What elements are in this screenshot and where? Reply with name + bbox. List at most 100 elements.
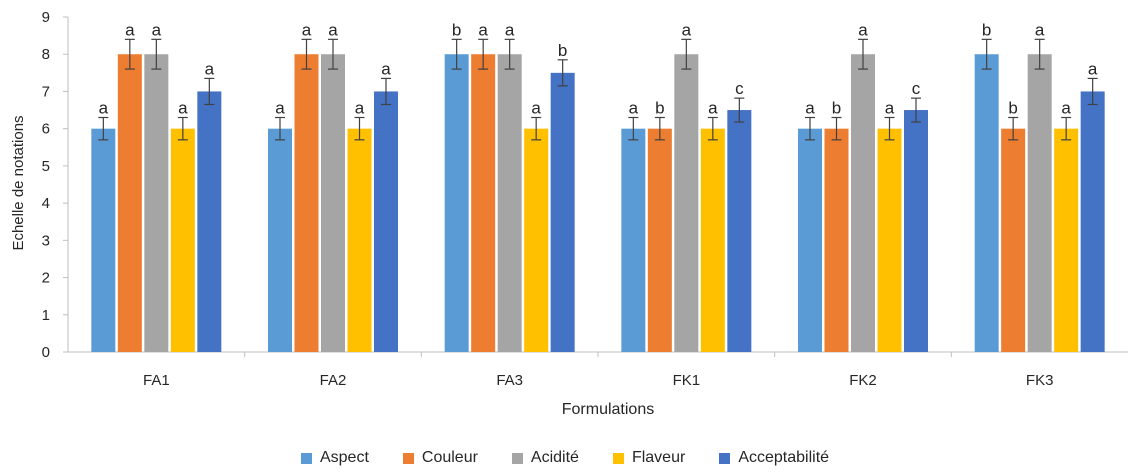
- x-tick-label: FK3: [1026, 372, 1054, 389]
- x-tick-label: FK2: [849, 372, 877, 389]
- significance-label: a: [381, 59, 391, 78]
- significance-label: b: [452, 20, 461, 39]
- legend-label: Flaveur: [631, 449, 686, 466]
- legend-item: Couleur: [402, 449, 478, 467]
- significance-label: a: [99, 99, 109, 118]
- significance-label: b: [982, 20, 991, 39]
- significance-label: b: [655, 99, 664, 118]
- error-bars: [98, 38, 1098, 141]
- bar: [851, 54, 875, 352]
- bar: [524, 128, 549, 352]
- x-tick-label: FA3: [496, 372, 523, 389]
- legend-label: Couleur: [421, 449, 478, 466]
- legend-swatch: [511, 452, 523, 464]
- bar: [91, 128, 116, 352]
- significance-label: b: [832, 99, 841, 118]
- bar: [1080, 91, 1105, 352]
- significance-label: a: [328, 20, 338, 39]
- axes: 0 1 2 3 4 5 6 7 8 9 FA1 FA2 FA3 FK1 FK2 FK3: [42, 9, 1128, 389]
- bar: [347, 128, 372, 352]
- bar: [674, 54, 699, 352]
- bar: [904, 110, 928, 352]
- bar: [621, 128, 646, 352]
- significance-label: a: [478, 20, 488, 39]
- significance-label: a: [302, 20, 312, 39]
- bar: [647, 128, 672, 352]
- x-tick-label: FA2: [320, 372, 347, 389]
- significance-label: a: [505, 20, 515, 39]
- significance-label: a: [805, 99, 815, 118]
- significance-label: c: [912, 79, 921, 98]
- y-tick-label: 6: [42, 121, 50, 138]
- significance-label: a: [205, 59, 215, 78]
- bars: [91, 54, 1105, 352]
- significance-label: a: [708, 99, 718, 118]
- significance-label: a: [178, 99, 188, 118]
- legend: Aspect Couleur Acidité Flaveur Acceptabilité: [0, 447, 1130, 469]
- significance-label: a: [275, 99, 285, 118]
- x-tick-label: FK1: [673, 372, 701, 389]
- significance-label: a: [152, 20, 162, 39]
- bar: [497, 54, 522, 352]
- significance-label: a: [629, 99, 639, 118]
- bar: [374, 91, 398, 352]
- legend-item: Flaveur: [612, 449, 686, 467]
- legend-swatch: [612, 452, 624, 464]
- significance-label: a: [531, 99, 541, 118]
- significance-label: a: [355, 99, 365, 118]
- bar: [877, 128, 902, 352]
- bar: [1001, 128, 1026, 352]
- bar: [1027, 54, 1052, 352]
- bar: [974, 54, 999, 352]
- y-tick-label: 8: [42, 46, 50, 63]
- bar: [268, 128, 292, 352]
- y-tick-label: 2: [42, 270, 50, 287]
- y-tick-label: 4: [42, 195, 50, 212]
- bar: [197, 91, 222, 352]
- bar: [550, 72, 575, 352]
- legend-item: Acidité: [511, 449, 579, 467]
- bar: [824, 128, 849, 352]
- bar: [321, 54, 345, 352]
- bar: [294, 54, 319, 352]
- significance-label: c: [735, 79, 744, 98]
- y-tick-label: 7: [42, 83, 50, 100]
- legend-label: Aspect: [319, 449, 369, 466]
- y-axis-title: Echelle de notations: [10, 115, 27, 250]
- bar: [727, 110, 752, 352]
- bar: [798, 128, 822, 352]
- y-tick-label: 0: [42, 344, 50, 361]
- significance-label: a: [682, 20, 692, 39]
- bar: [170, 128, 195, 352]
- legend-swatch: [719, 452, 731, 464]
- bar: [144, 54, 169, 352]
- significance-label: a: [858, 20, 868, 39]
- x-tick-label: FA1: [143, 372, 170, 389]
- legend-swatch: [402, 452, 414, 464]
- significance-label: a: [1088, 59, 1098, 78]
- legend-swatch: [300, 452, 312, 464]
- y-tick-label: 3: [42, 232, 50, 249]
- bar: [117, 54, 142, 352]
- significance-label: a: [1035, 20, 1045, 39]
- significance-label: b: [558, 41, 567, 60]
- legend-item: Aspect: [300, 449, 369, 467]
- significance-label: a: [885, 99, 895, 118]
- significance-label: b: [1008, 99, 1017, 118]
- bar: [700, 128, 725, 352]
- y-tick-label: 1: [42, 307, 50, 324]
- significance-label: a: [125, 20, 135, 39]
- bar: [1054, 128, 1079, 352]
- x-axis-title: Formulations: [562, 401, 654, 418]
- significance-label: a: [1061, 99, 1071, 118]
- y-tick-label: 9: [42, 9, 50, 26]
- y-tick-label: 5: [42, 158, 50, 175]
- legend-label: Acidité: [530, 449, 579, 466]
- bar: [471, 54, 496, 352]
- bar: [444, 54, 469, 352]
- legend-label: Acceptabilité: [738, 449, 830, 466]
- legend-item: Acceptabilité: [719, 449, 829, 467]
